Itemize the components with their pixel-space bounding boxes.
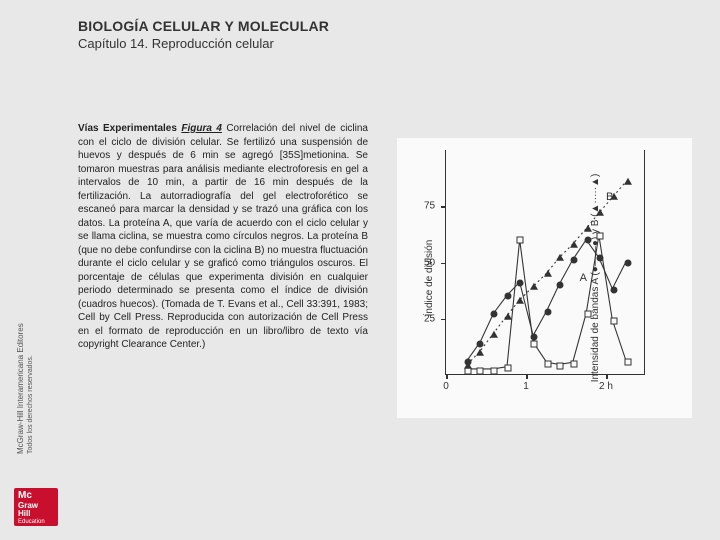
logo-line: Hill bbox=[18, 509, 30, 518]
y-tick-label: 25 bbox=[424, 313, 435, 324]
data-point bbox=[544, 360, 551, 367]
data-point bbox=[571, 360, 578, 367]
data-point bbox=[517, 279, 524, 286]
y-axis-left-label: Índice de división bbox=[424, 240, 435, 317]
page-title: BIOLOGÍA CELULAR Y MOLECULAR bbox=[78, 18, 720, 34]
data-point bbox=[504, 312, 512, 319]
data-point bbox=[464, 362, 472, 369]
data-point bbox=[530, 283, 538, 290]
caption-body: Correlación del nivel de ciclina con el … bbox=[78, 123, 368, 350]
data-point bbox=[557, 282, 564, 289]
data-point bbox=[584, 225, 592, 232]
data-point bbox=[624, 358, 631, 365]
data-point bbox=[491, 311, 498, 318]
cyclin-correlation-chart: Índice de división Intensidad de bandas … bbox=[397, 138, 692, 418]
data-point bbox=[624, 177, 632, 184]
data-point bbox=[517, 237, 524, 244]
data-point bbox=[477, 340, 484, 347]
data-point bbox=[571, 257, 578, 264]
data-point bbox=[504, 365, 511, 372]
caption-figure-number: Figura 4 bbox=[181, 123, 222, 134]
plot-area: 255075012 hAB bbox=[445, 150, 645, 375]
page-subtitle: Capítulo 14. Reproducción celular bbox=[78, 36, 720, 51]
data-point bbox=[596, 209, 604, 216]
x-tick-label: 1 bbox=[523, 381, 529, 392]
logo-line: Mc bbox=[18, 490, 32, 501]
data-point bbox=[611, 286, 618, 293]
data-point bbox=[557, 363, 564, 370]
data-point bbox=[504, 293, 511, 300]
publisher-name: McGraw-Hill Interamericana Editores bbox=[16, 323, 25, 454]
y-tick-label: 75 bbox=[424, 201, 435, 212]
data-point bbox=[597, 255, 604, 262]
data-point bbox=[556, 254, 564, 261]
publisher-rights: Todos los derechos reservados. bbox=[27, 355, 34, 454]
x-tick-label: 2 h bbox=[599, 381, 613, 392]
caption-lead: Vías Experimentales bbox=[78, 123, 181, 134]
data-point bbox=[544, 270, 552, 277]
figure-caption: Vías Experimentales Figura 4 Correlación… bbox=[78, 122, 368, 352]
data-point bbox=[477, 367, 484, 374]
data-point bbox=[491, 367, 498, 374]
logo-line: Education bbox=[18, 519, 54, 525]
data-point bbox=[516, 297, 524, 304]
series-label: B bbox=[606, 191, 613, 203]
data-point bbox=[490, 330, 498, 337]
data-point bbox=[531, 333, 538, 340]
chart-lines bbox=[446, 150, 644, 374]
data-point bbox=[597, 232, 604, 239]
x-tick-label: 0 bbox=[443, 381, 449, 392]
y-tick-label: 50 bbox=[424, 257, 435, 268]
data-point bbox=[544, 309, 551, 316]
data-point bbox=[570, 240, 578, 247]
mcgraw-hill-logo: Mc Graw Hill Education bbox=[14, 488, 58, 526]
data-point bbox=[531, 340, 538, 347]
data-point bbox=[476, 348, 484, 355]
series-label: A bbox=[580, 272, 587, 284]
data-point bbox=[624, 259, 631, 266]
data-point bbox=[584, 311, 591, 318]
data-point bbox=[611, 318, 618, 325]
data-point bbox=[584, 237, 591, 244]
